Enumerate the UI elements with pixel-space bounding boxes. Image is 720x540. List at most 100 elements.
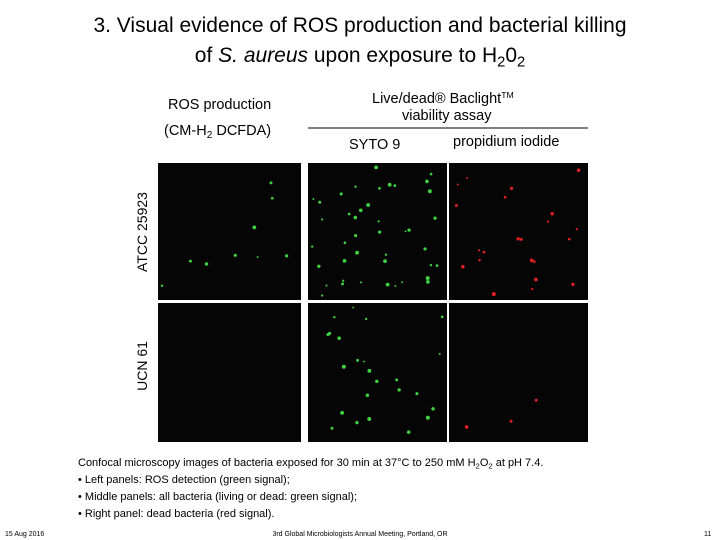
text: S. aureus <box>218 44 309 67</box>
cell <box>466 177 469 179</box>
micrograph <box>158 163 301 300</box>
cell <box>533 277 538 282</box>
micrograph <box>158 303 301 442</box>
cell <box>397 388 401 392</box>
cell <box>377 230 382 234</box>
cell <box>433 216 437 220</box>
cell <box>356 358 360 362</box>
cell <box>326 332 330 337</box>
cell <box>393 184 397 188</box>
cell <box>519 237 523 241</box>
title-line: 3. Visual evidence of ROS production and… <box>93 14 627 37</box>
cell <box>529 258 534 263</box>
caption: • Middle panels: all bacteria (living or… <box>78 491 358 503</box>
cell <box>478 249 481 252</box>
cell <box>423 247 427 251</box>
cell <box>333 316 336 319</box>
cell <box>425 179 429 184</box>
cell <box>431 407 435 411</box>
cell <box>482 250 486 254</box>
cell <box>425 276 430 281</box>
text: 0 <box>505 44 518 67</box>
cell <box>311 245 314 248</box>
cell <box>353 234 358 238</box>
cell <box>478 259 481 262</box>
text: (CM-H <box>164 123 207 139</box>
cell <box>425 415 430 420</box>
header: Live/dead® BaclightTM <box>372 89 514 107</box>
cell <box>440 315 444 319</box>
cell <box>204 262 209 266</box>
header: (CM-H2 DCFDA) <box>164 123 271 141</box>
cell <box>252 225 257 230</box>
cell <box>355 250 359 255</box>
text: 2 <box>497 54 506 71</box>
title-line: of S. aureus upon exposure to H202 <box>0 44 720 71</box>
caption: • Right panel: dead bacteria (red signal… <box>78 508 275 520</box>
cell <box>188 259 192 263</box>
cell <box>575 228 579 231</box>
cell <box>363 360 365 363</box>
text: 2 <box>517 54 526 71</box>
cell <box>456 183 459 186</box>
cell <box>352 306 355 309</box>
cell <box>318 200 322 204</box>
cell <box>438 352 441 355</box>
text: of <box>194 44 219 67</box>
cell <box>576 168 581 172</box>
cell <box>550 212 554 216</box>
cell <box>385 282 390 287</box>
cell <box>342 279 345 282</box>
cell <box>160 284 164 287</box>
cell <box>337 336 341 340</box>
text: 2 <box>475 461 480 471</box>
cell <box>321 218 324 221</box>
cell <box>429 172 433 176</box>
text: Live/dead® Baclight <box>372 91 502 107</box>
cell <box>503 195 507 199</box>
footer-date: 15 Aug 2016 <box>5 531 45 538</box>
cell <box>374 165 378 170</box>
cell <box>533 260 536 264</box>
cell <box>367 368 372 373</box>
caption: • Left panels: ROS detection (green sign… <box>78 474 290 486</box>
cell <box>429 263 433 267</box>
cell <box>341 282 344 286</box>
cell <box>516 237 520 241</box>
cell <box>325 284 328 287</box>
cell <box>256 256 259 259</box>
header: ROS production <box>168 97 272 113</box>
cell <box>317 264 321 268</box>
cell <box>233 253 237 257</box>
cell <box>509 186 514 191</box>
text: TM <box>501 89 514 100</box>
cell <box>358 208 363 213</box>
footer-page: 11 <box>704 531 712 538</box>
cell <box>359 281 363 284</box>
cell <box>491 292 496 297</box>
micrograph <box>449 163 588 300</box>
cell <box>571 282 575 287</box>
cell <box>340 410 345 415</box>
cell <box>384 253 388 256</box>
cell <box>427 189 432 194</box>
cell <box>339 192 343 196</box>
cell <box>567 237 571 241</box>
cell <box>464 425 469 429</box>
text: Confocal microscopy images of bacteria e… <box>78 457 476 469</box>
cell <box>404 230 407 233</box>
cell <box>509 419 513 423</box>
cell <box>454 204 458 208</box>
cell <box>330 426 334 430</box>
cell <box>365 393 370 398</box>
cell <box>406 430 411 434</box>
micrograph <box>308 303 447 442</box>
footer-event: 3rd Global Microbiologists Annual Meetin… <box>272 531 448 538</box>
cell <box>366 203 371 207</box>
cell <box>378 187 381 190</box>
cell <box>387 182 392 187</box>
micrograph <box>308 163 447 300</box>
text: at pH 7.4. <box>492 457 544 469</box>
cell <box>342 258 347 263</box>
